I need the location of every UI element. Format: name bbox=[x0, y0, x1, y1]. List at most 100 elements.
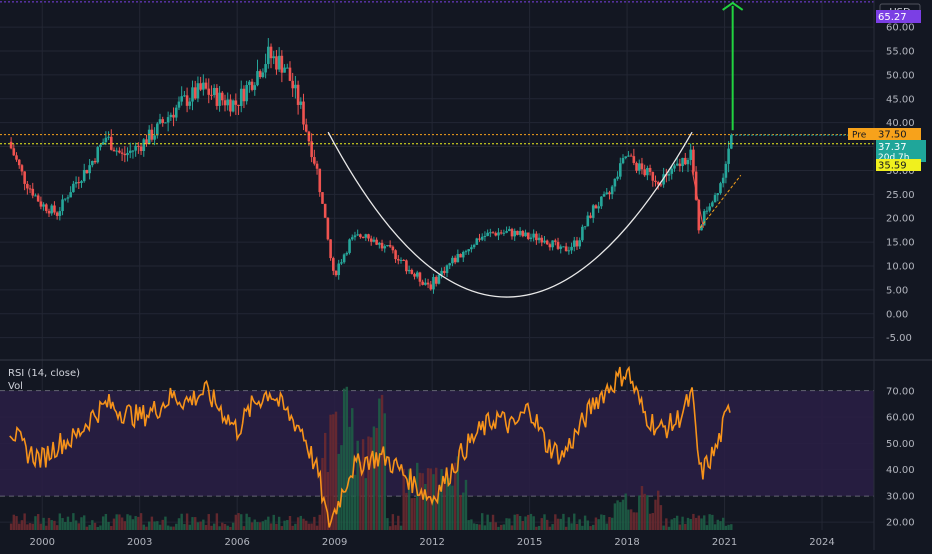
candle-body bbox=[258, 71, 262, 77]
candle-body bbox=[296, 84, 300, 105]
volume-bar bbox=[55, 525, 59, 530]
candle-body bbox=[464, 251, 468, 253]
candle-body bbox=[26, 183, 29, 189]
candle-body bbox=[231, 100, 235, 112]
candle-body bbox=[361, 237, 365, 239]
volume-bar bbox=[386, 518, 389, 530]
candle-body bbox=[93, 160, 97, 163]
candle-body bbox=[50, 205, 54, 214]
cup-pattern-line bbox=[327, 131, 693, 298]
volume-bar bbox=[703, 515, 706, 530]
candle-body bbox=[640, 163, 644, 170]
price-tick-label: 10.00 bbox=[886, 262, 915, 273]
candle-body bbox=[432, 277, 435, 290]
rsi-tick-label: 60.00 bbox=[886, 413, 915, 424]
candle-body bbox=[548, 244, 552, 248]
volume-bar bbox=[50, 520, 53, 530]
volume-bar bbox=[307, 523, 311, 530]
target-arrow-head bbox=[722, 1, 744, 11]
candle-body bbox=[177, 101, 181, 108]
volume-bar bbox=[543, 514, 546, 530]
volume-bar bbox=[681, 516, 684, 530]
candle-body bbox=[724, 163, 728, 178]
volume-bar bbox=[202, 519, 205, 530]
candle-body bbox=[367, 234, 370, 239]
volume-bar bbox=[242, 526, 246, 530]
candle-body bbox=[673, 165, 676, 169]
candle-body bbox=[350, 237, 354, 240]
candle-body bbox=[521, 231, 525, 237]
volume-bar bbox=[521, 521, 525, 530]
price-tick-label: 50.00 bbox=[886, 70, 915, 81]
candle-body bbox=[415, 272, 419, 277]
candle-body bbox=[678, 163, 682, 167]
candle-body bbox=[150, 129, 154, 140]
candle-body bbox=[72, 183, 75, 193]
volume-bar bbox=[397, 515, 400, 530]
candle-body bbox=[399, 259, 403, 261]
candle-body bbox=[310, 141, 313, 158]
candle-body bbox=[505, 231, 508, 233]
volume-bar bbox=[589, 526, 592, 530]
volume-bar bbox=[248, 517, 251, 530]
candle-body bbox=[42, 204, 45, 207]
volume-bar bbox=[564, 526, 568, 530]
pre-market-label: Pre bbox=[852, 131, 867, 141]
volume-bar bbox=[77, 523, 80, 530]
candle-body bbox=[491, 232, 495, 234]
volume-bar bbox=[229, 526, 232, 530]
last-price-value: 37.37 bbox=[878, 142, 907, 153]
volume-bar bbox=[199, 521, 202, 530]
candle-body bbox=[329, 239, 332, 259]
candle-body bbox=[613, 178, 617, 187]
candle-body bbox=[391, 246, 395, 251]
volume-bar bbox=[353, 474, 357, 530]
candle-body bbox=[700, 225, 703, 231]
volume-bar bbox=[210, 525, 213, 530]
volume-bar bbox=[462, 492, 465, 530]
candle-body bbox=[540, 237, 544, 243]
volume-bar bbox=[629, 509, 633, 530]
volume-bar bbox=[177, 518, 181, 530]
handle-drop-line bbox=[691, 170, 704, 228]
candle-body bbox=[711, 202, 714, 207]
candle-body bbox=[513, 230, 517, 237]
rsi-axis[interactable]: 70.00 60.00 50.00 40.00 30.00 20.00 bbox=[886, 386, 915, 528]
candle-body bbox=[667, 173, 671, 176]
rsi-layer bbox=[9, 365, 731, 528]
volume-bar bbox=[562, 513, 565, 530]
volume-bar bbox=[545, 519, 549, 530]
volume-bar bbox=[470, 519, 473, 530]
volume-bar bbox=[640, 486, 644, 530]
candle-body bbox=[99, 144, 102, 148]
price-tick-label: 30.00 bbox=[886, 166, 915, 177]
candle-body bbox=[109, 136, 113, 150]
candle-body bbox=[123, 153, 127, 156]
volume-bar bbox=[294, 523, 297, 530]
candle-body bbox=[142, 139, 146, 152]
time-tick-label: 2024 bbox=[809, 537, 834, 548]
candle-body bbox=[567, 250, 571, 252]
volume-bar bbox=[721, 517, 725, 530]
candle-body bbox=[388, 245, 392, 247]
candle-body bbox=[101, 142, 105, 145]
candle-body bbox=[172, 114, 175, 118]
volume-bar bbox=[310, 523, 313, 530]
candle-body bbox=[323, 203, 327, 218]
volume-bar bbox=[250, 522, 254, 530]
volume-title[interactable]: Vol bbox=[8, 381, 23, 392]
candle-body bbox=[28, 188, 32, 190]
volume-bar bbox=[684, 523, 687, 530]
candle-body bbox=[591, 205, 595, 218]
time-axis[interactable]: 2000 2003 2006 2009 2012 2015 2018 2021 2024 bbox=[30, 537, 835, 548]
candle-body bbox=[307, 131, 311, 142]
candle-body bbox=[581, 226, 584, 241]
candle-body bbox=[545, 240, 549, 245]
rsi-title[interactable]: RSI (14, close) bbox=[8, 368, 80, 379]
candle-body bbox=[694, 171, 698, 200]
candle-body bbox=[375, 239, 378, 245]
candle-body bbox=[302, 101, 305, 125]
volume-bar bbox=[188, 524, 191, 530]
candle-body bbox=[218, 92, 221, 106]
